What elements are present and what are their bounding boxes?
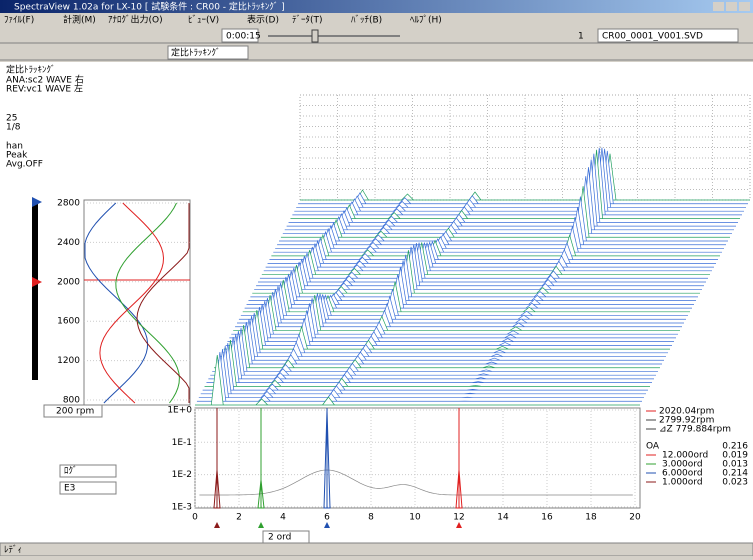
y-tick-label: 1E-3 [172, 502, 192, 512]
minimize[interactable] [713, 2, 724, 11]
legend-value: 0.013 [722, 460, 748, 470]
order-peak [455, 469, 463, 509]
time: 0:00:15 [226, 32, 261, 42]
maximize[interactable] [726, 2, 737, 11]
x-tick-label: 10 [409, 513, 421, 523]
legend-label: 2020.04rpm [659, 407, 714, 417]
x-tick-label: 16 [541, 513, 553, 523]
menu-item[interactable]: ﾃﾞｰﾀ(T) [292, 15, 323, 26]
info-line: ANA:sc2 WAVE 右 [6, 74, 84, 86]
y-tick-label: 2800 [57, 199, 80, 209]
unit-select[interactable] [59, 481, 117, 495]
order-marker [214, 522, 220, 528]
rpm-plot [83, 199, 191, 406]
y-tick-label: 800 [63, 396, 80, 406]
close[interactable] [739, 2, 750, 11]
y-tick-label: 1200 [57, 356, 80, 366]
x-tick-label: 14 [497, 513, 509, 523]
info-line: Peak [6, 151, 28, 161]
y-tick-label: 1E+0 [167, 406, 192, 416]
y-tick-label: 2000 [57, 277, 80, 287]
spectrum-line [199, 469, 633, 496]
step-select[interactable] [43, 404, 103, 418]
scrollbar[interactable] [32, 200, 38, 380]
waterfall-slice [195, 354, 640, 406]
y-tick-label: 1E-1 [172, 438, 192, 448]
step: 200 rpm [56, 407, 94, 417]
window-title: SpectraView 1.02a for LX-10 [ 試験条件 : CR0… [14, 1, 285, 13]
file: CR00_0001_V001.SVD [602, 32, 703, 42]
legend-label: 12.000ord [662, 451, 708, 461]
legend-label: OA [646, 442, 660, 452]
spectrum-plot [194, 407, 641, 509]
menu-item[interactable]: ﾍﾙﾌﾟ(H) [410, 15, 442, 26]
info-line: 定比ﾄﾗｯｷﾝｸﾞ [6, 64, 56, 76]
x-tick-label: 12 [453, 513, 464, 523]
x-tick-label: 6 [324, 513, 330, 523]
legend-label: 2799.92rpm [659, 416, 714, 426]
y-tick-label: 1E-2 [172, 470, 192, 480]
legend-label: 3.000ord [662, 460, 703, 470]
legend-value: 0.216 [722, 442, 748, 452]
title-bar [0, 0, 753, 13]
menu-item[interactable]: 計測(M) [63, 14, 96, 26]
menu-item[interactable]: ﾊﾞｯﾁ(B) [351, 15, 382, 26]
legend-value: 0.019 [722, 451, 748, 461]
x-tick-label: 8 [368, 513, 374, 523]
info-line: 1/8 [6, 123, 21, 133]
order-marker [324, 522, 330, 528]
x-tick-label: 2 [236, 513, 242, 523]
menu-item[interactable]: ｱﾅﾛｸﾞ出力(O) [108, 14, 163, 26]
info-line: Avg.OFF [6, 160, 43, 170]
legend-value: 0.023 [722, 478, 748, 488]
x-tick-label: 18 [585, 513, 597, 523]
mode-select[interactable] [167, 45, 249, 60]
x-tick-label: 20 [629, 513, 641, 523]
legend-value: 0.214 [722, 469, 748, 479]
rpm-curve [99, 202, 164, 404]
info-line: 25 [6, 114, 17, 124]
mode: 定比ﾄﾗｯｷﾝｸﾞ [171, 47, 221, 59]
slider[interactable] [311, 29, 319, 43]
info-line: han [6, 142, 23, 152]
order-marker [258, 522, 264, 528]
menu-item[interactable]: ﾌｧｲﾙ(F) [4, 16, 34, 26]
rpm-curve [136, 203, 190, 403]
scale: ﾛｸﾞ [64, 466, 78, 477]
x-tick-label: 0 [192, 513, 198, 523]
status-bar [0, 542, 753, 557]
order: 2 ord [268, 533, 291, 543]
order-peak [213, 469, 221, 509]
legend-label: 1.000ord [662, 478, 703, 488]
legend-label: 6.000ord [662, 469, 703, 479]
order-peak [323, 409, 331, 509]
status: ﾚﾃﾞｨ [4, 545, 22, 556]
menu-item[interactable]: ﾋﾞｭｰ(V) [188, 15, 219, 26]
x-tick-label: 4 [280, 513, 286, 523]
legend-label: ⊿Z 779.884rpm [659, 425, 731, 435]
scale-select[interactable] [59, 464, 117, 478]
rpm-curve [115, 202, 180, 404]
time-box [221, 28, 259, 43]
file-select[interactable] [597, 28, 739, 43]
info-line: REV:vc1 WAVE 左 [6, 83, 83, 95]
y-tick-label: 1600 [57, 317, 80, 327]
order-peak [257, 479, 265, 509]
unit: E3 [64, 484, 75, 494]
channel: 1 [578, 32, 584, 42]
y-tick-label: 2400 [57, 238, 80, 248]
menu-item[interactable]: 表示(D) [247, 14, 279, 26]
order-marker [456, 522, 462, 528]
